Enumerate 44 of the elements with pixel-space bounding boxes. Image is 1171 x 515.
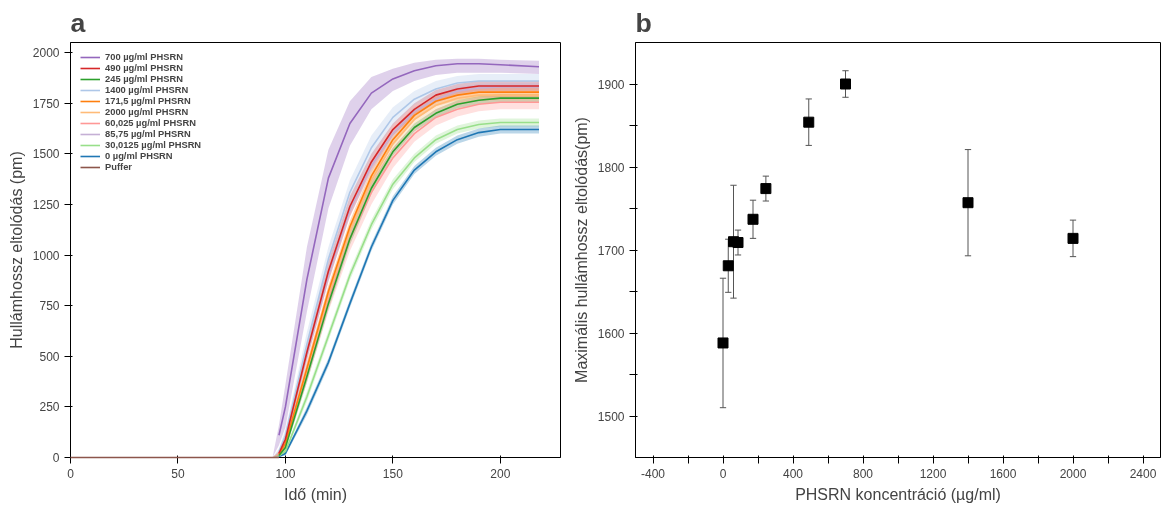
y-tick-label: 250 — [39, 400, 60, 415]
x-tick-label: 1600 — [989, 466, 1017, 481]
x-tick-label: 400 — [782, 466, 804, 481]
x-tick-label: 2400 — [1129, 466, 1157, 481]
legend-label: 2000 µg/ml PHSRN — [105, 107, 189, 117]
x-tick-label: 150 — [382, 466, 404, 481]
y-tick-label: 750 — [39, 299, 60, 314]
x-tick-label: 0 — [719, 466, 727, 481]
y-tick-label: 1700 — [597, 243, 625, 258]
y-tick-label: 500 — [39, 349, 60, 364]
x-tick-label: 200 — [490, 466, 511, 481]
y-axis-title: Hullámhossz eltolódás (pm) — [7, 151, 25, 349]
y-tick-label: 1500 — [597, 409, 625, 424]
x-axis-title: PHSRN koncentráció (µg/ml) — [795, 485, 1001, 503]
legend-label: 85,75 µg/ml PHSRN — [105, 129, 191, 139]
y-tick-label: 0 — [52, 451, 60, 465]
y-tick-label: 1600 — [597, 326, 625, 341]
chart-title: a — [70, 7, 86, 38]
y-tick-label: 1000 — [32, 248, 60, 263]
x-axis-title: Idő (min) — [283, 485, 348, 503]
y-tick-label: 1800 — [597, 160, 625, 175]
legend-label: 245 µg/ml PHSRN — [105, 74, 183, 84]
x-tick-label: 2000 — [1059, 466, 1087, 481]
y-tick-label: 2000 — [32, 46, 60, 61]
x-tick-label: 1200 — [919, 466, 947, 481]
legend-label: Puffer — [105, 162, 132, 172]
x-tick-label: 50 — [171, 466, 185, 481]
x-tick-label: -400 — [640, 466, 666, 481]
legend-label: 490 µg/ml PHSRN — [105, 63, 183, 73]
legend-label: 1400 µg/ml PHSRN — [105, 85, 189, 95]
legend-label: 700 µg/ml PHSRN — [105, 52, 183, 62]
y-tick-label: 1500 — [32, 147, 60, 162]
x-tick-label: 100 — [275, 466, 296, 481]
legend-label: 171,5 µg/ml PHSRN — [105, 96, 191, 106]
x-tick-label: 800 — [852, 466, 874, 481]
y-axis-title: Maximális hullámhossz eltolódás(pm) — [572, 117, 590, 383]
x-tick-label: 0 — [67, 466, 75, 481]
legend-label: 30,0125 µg/ml PHSRN — [105, 140, 202, 150]
legend-label: 0 µg/ml PHSRN — [105, 151, 173, 161]
legend-label: 60,025 µg/ml PHSRN — [105, 118, 196, 128]
y-tick-label: 1750 — [32, 96, 60, 111]
y-tick-label: 1250 — [32, 197, 60, 212]
y-tick-label: 1900 — [597, 77, 625, 92]
chart-title: b — [635, 7, 652, 38]
